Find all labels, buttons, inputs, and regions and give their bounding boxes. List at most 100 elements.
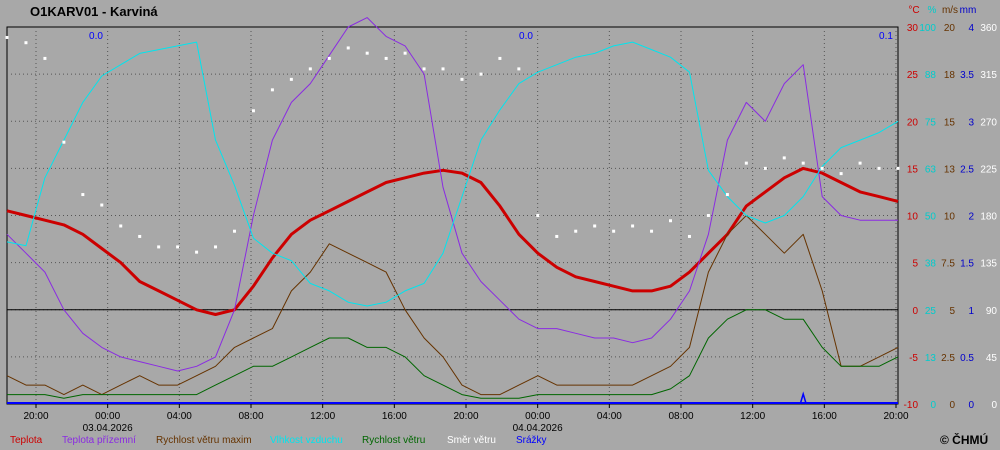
y-axis-tick: 2 bbox=[968, 212, 974, 223]
legend-item-wind-direction: Směr větru bbox=[447, 435, 496, 446]
wind-direction-point bbox=[422, 67, 426, 71]
wind-direction-point bbox=[555, 234, 559, 238]
x-tick-label: 20:00 bbox=[453, 411, 478, 422]
x-tick-label: 00:00 bbox=[95, 411, 120, 422]
x-tick-label: 16:00 bbox=[382, 411, 407, 422]
wind-direction-point bbox=[308, 67, 312, 71]
wind-direction-point bbox=[214, 245, 218, 249]
y-axis-tick: 45 bbox=[986, 353, 998, 364]
x-tick-label: 08:00 bbox=[238, 411, 263, 422]
wind-direction-point bbox=[479, 72, 483, 76]
y-axis-tick: 4 bbox=[968, 23, 974, 34]
wind-direction-point bbox=[289, 77, 293, 81]
wind-direction-point bbox=[195, 250, 199, 254]
wind-direction-point bbox=[460, 77, 464, 81]
y-axis-units: °C% m/s mm bbox=[908, 5, 976, 16]
temperature-line bbox=[6, 166, 899, 316]
y-axis-tick: 5 bbox=[912, 259, 918, 270]
x-axis-dates: 03.04.2026 04.04.2026 bbox=[83, 423, 563, 434]
y-axis-tick: 0.5 bbox=[960, 353, 974, 364]
y-axis-tick: 2.5 bbox=[960, 164, 974, 175]
ground-temperature-line bbox=[6, 17, 898, 372]
y-axis-tick: 315 bbox=[980, 70, 997, 81]
x-tick-label: 12:00 bbox=[740, 411, 765, 422]
y-axis-tick: 15 bbox=[907, 164, 919, 175]
wind-direction-point bbox=[593, 224, 597, 228]
y-axis-tick: 18 bbox=[944, 70, 956, 81]
legend-item-ground-temperature: Teplota přízemní bbox=[62, 435, 136, 446]
precipitation-bar bbox=[799, 391, 807, 405]
x-tick-label: 12:00 bbox=[310, 411, 335, 422]
y-axis-tick: 1 bbox=[968, 306, 974, 317]
y-axis-tick: 50 bbox=[925, 212, 937, 223]
humidity-line bbox=[6, 41, 899, 307]
wind-direction-point bbox=[327, 56, 331, 60]
chart-title: O1KARV01 - Karviná bbox=[30, 4, 158, 19]
legend: Teplota Teplota přízemní Rychlost větru ma… bbox=[10, 435, 547, 446]
wind-direction-point bbox=[138, 234, 142, 238]
y-axis-unit: °C bbox=[908, 5, 919, 16]
x-tick-label: 20:00 bbox=[23, 411, 48, 422]
legend-item-temperature: Teplota bbox=[10, 435, 43, 446]
wind-direction-point bbox=[270, 88, 274, 92]
y-axis-unit: m/s bbox=[942, 5, 958, 16]
y-axis-tick: 180 bbox=[980, 212, 997, 223]
legend-item-humidity: Vlhkost vzduchu bbox=[270, 435, 343, 446]
x-tick-label: 00:00 bbox=[525, 411, 550, 422]
wind-direction-point bbox=[5, 35, 9, 39]
x-axis-ticks: 20:00 00:00 04:00 08:00 12:00 16:00 20:00 00:00… bbox=[23, 404, 909, 422]
wind-direction-point bbox=[43, 56, 47, 60]
y-axis-tick: 15 bbox=[944, 117, 956, 128]
y-axis-tick: 13 bbox=[925, 353, 937, 364]
y-axis-tick: 360 bbox=[980, 23, 997, 34]
y-axis-tick: 0 bbox=[991, 400, 997, 411]
y-axis-tick: 3.5 bbox=[960, 70, 974, 81]
wind-direction-point bbox=[687, 234, 691, 238]
wind-direction-point bbox=[858, 161, 862, 165]
series-layer bbox=[5, 17, 900, 405]
y-axis-tick: 75 bbox=[925, 117, 937, 128]
wind-direction-point bbox=[631, 224, 635, 228]
y-axis-tick: -5 bbox=[909, 353, 918, 364]
y-axis-tick: 63 bbox=[925, 164, 937, 175]
y-axis-tick: 20 bbox=[944, 23, 956, 34]
y-axis-tick: 88 bbox=[925, 70, 937, 81]
y-axes: 302520151050-5-1010088756350382513020181… bbox=[904, 23, 998, 411]
y-axis-tick: 0 bbox=[949, 400, 955, 411]
precip-sum-label: 0.1 bbox=[879, 31, 893, 42]
wind-direction-point bbox=[839, 172, 843, 176]
y-axis-tick: 0 bbox=[912, 306, 918, 317]
precipitation-labels: 0.0 0.0 0.1 bbox=[89, 31, 893, 42]
wind-direction-point bbox=[669, 219, 673, 223]
y-axis-tick: 10 bbox=[907, 212, 919, 223]
wind-direction-point bbox=[232, 229, 236, 233]
precip-sum-label: 0.0 bbox=[519, 31, 533, 42]
y-axis-unit: mm bbox=[960, 5, 977, 16]
wind-direction-point bbox=[536, 214, 540, 217]
x-tick-label: 04:00 bbox=[167, 411, 192, 422]
wind-direction-point bbox=[100, 203, 104, 207]
wind-direction-point bbox=[157, 245, 161, 249]
y-axis-tick: 38 bbox=[925, 259, 937, 270]
y-axis-tick: 2.5 bbox=[941, 353, 955, 364]
wind-direction-point bbox=[744, 161, 748, 165]
wind-direction-point bbox=[763, 166, 767, 170]
legend-item-precipitation: Srážky bbox=[516, 435, 547, 446]
wind-direction-point bbox=[517, 67, 521, 71]
wind-direction-point bbox=[441, 67, 445, 71]
y-axis-unit: % bbox=[928, 5, 937, 16]
y-axis-tick: 10 bbox=[944, 212, 956, 223]
wind-direction-point bbox=[403, 51, 407, 55]
wind-direction-point bbox=[877, 166, 881, 170]
y-axis-tick: 135 bbox=[980, 259, 997, 270]
wind-direction-point bbox=[650, 229, 654, 233]
wind-direction-point bbox=[782, 156, 786, 160]
x-tick-label: 20:00 bbox=[883, 411, 908, 422]
wind-direction-point bbox=[820, 166, 824, 170]
legend-item-wind-speed: Rychlost větru bbox=[362, 435, 425, 446]
wind-direction-point bbox=[801, 161, 805, 165]
plot-area bbox=[6, 26, 899, 405]
y-axis-tick: 270 bbox=[980, 117, 997, 128]
precip-sum-label: 0.0 bbox=[89, 31, 103, 42]
wind-direction-point bbox=[706, 214, 710, 217]
